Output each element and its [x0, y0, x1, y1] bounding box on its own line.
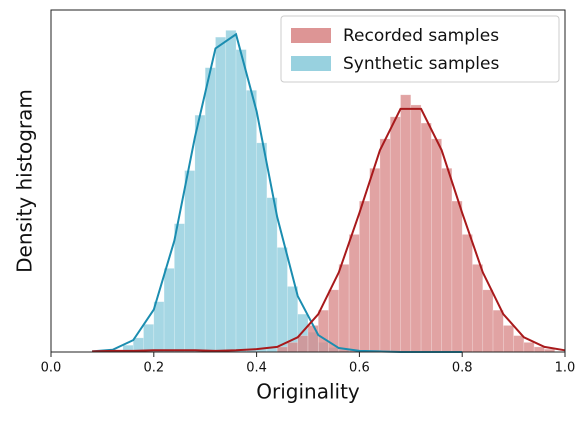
legend-label: Synthetic samples: [343, 54, 499, 74]
histogram-bar: [472, 264, 484, 353]
histogram-bar: [523, 342, 535, 353]
histogram-bar: [503, 325, 514, 353]
legend-label: Recorded samples: [343, 26, 499, 46]
x-tick-label: 0.0: [41, 361, 62, 376]
histogram-bar: [492, 309, 504, 353]
histogram-bar: [369, 167, 381, 353]
legend-box: [280, 15, 560, 83]
histogram-bar: [410, 104, 422, 353]
histogram-bar: [482, 289, 494, 353]
histogram-bar: [276, 346, 288, 353]
histogram-bar: [287, 342, 299, 353]
histogram-bar: [420, 122, 432, 353]
histogram-bar: [225, 30, 237, 353]
histogram-bar: [431, 138, 442, 353]
x-tick-label: 0.2: [143, 361, 164, 376]
histogram-bar: [389, 116, 401, 353]
histogram-bar: [513, 335, 525, 353]
x-tick-label: 0.8: [452, 361, 473, 376]
plot-frame: [50, 9, 566, 353]
histogram-bar: [317, 309, 329, 353]
histogram-bar: [204, 67, 216, 353]
x-tick-label: 1.0: [555, 361, 576, 376]
legend-swatch: [291, 28, 331, 43]
histogram-bar: [163, 268, 175, 353]
histogram-bar: [266, 197, 278, 353]
histogram-bar: [174, 223, 185, 353]
legend-swatch: [291, 56, 331, 71]
histogram-bar: [461, 234, 473, 353]
histogram-bar: [348, 234, 360, 353]
x-axis-label: Originality: [256, 380, 360, 404]
y-axis-label: Density histogram: [13, 89, 37, 273]
histogram-bar: [359, 200, 370, 353]
histogram-bar: [441, 167, 453, 353]
histogram-bar: [338, 264, 350, 353]
histogram-bar: [451, 200, 463, 353]
histogram-bar: [246, 89, 257, 353]
histogram-bar: [379, 138, 391, 353]
histogram-bar: [256, 142, 268, 353]
histogram-bar: [184, 170, 196, 353]
x-tick-label: 0.4: [246, 361, 267, 376]
histogram-bar: [400, 94, 412, 353]
histogram-bar: [235, 49, 247, 353]
kde-line: [92, 107, 566, 353]
histogram-bar: [297, 335, 309, 353]
histogram-bar: [307, 325, 319, 353]
histogram-bar: [143, 324, 155, 353]
histogram-bar: [153, 301, 165, 353]
x-tick-label: 0.6: [349, 361, 370, 376]
histogram-bar: [194, 114, 206, 353]
histogram-bar: [215, 36, 227, 353]
histogram-bar: [533, 346, 545, 353]
histogram-bar: [276, 247, 288, 353]
